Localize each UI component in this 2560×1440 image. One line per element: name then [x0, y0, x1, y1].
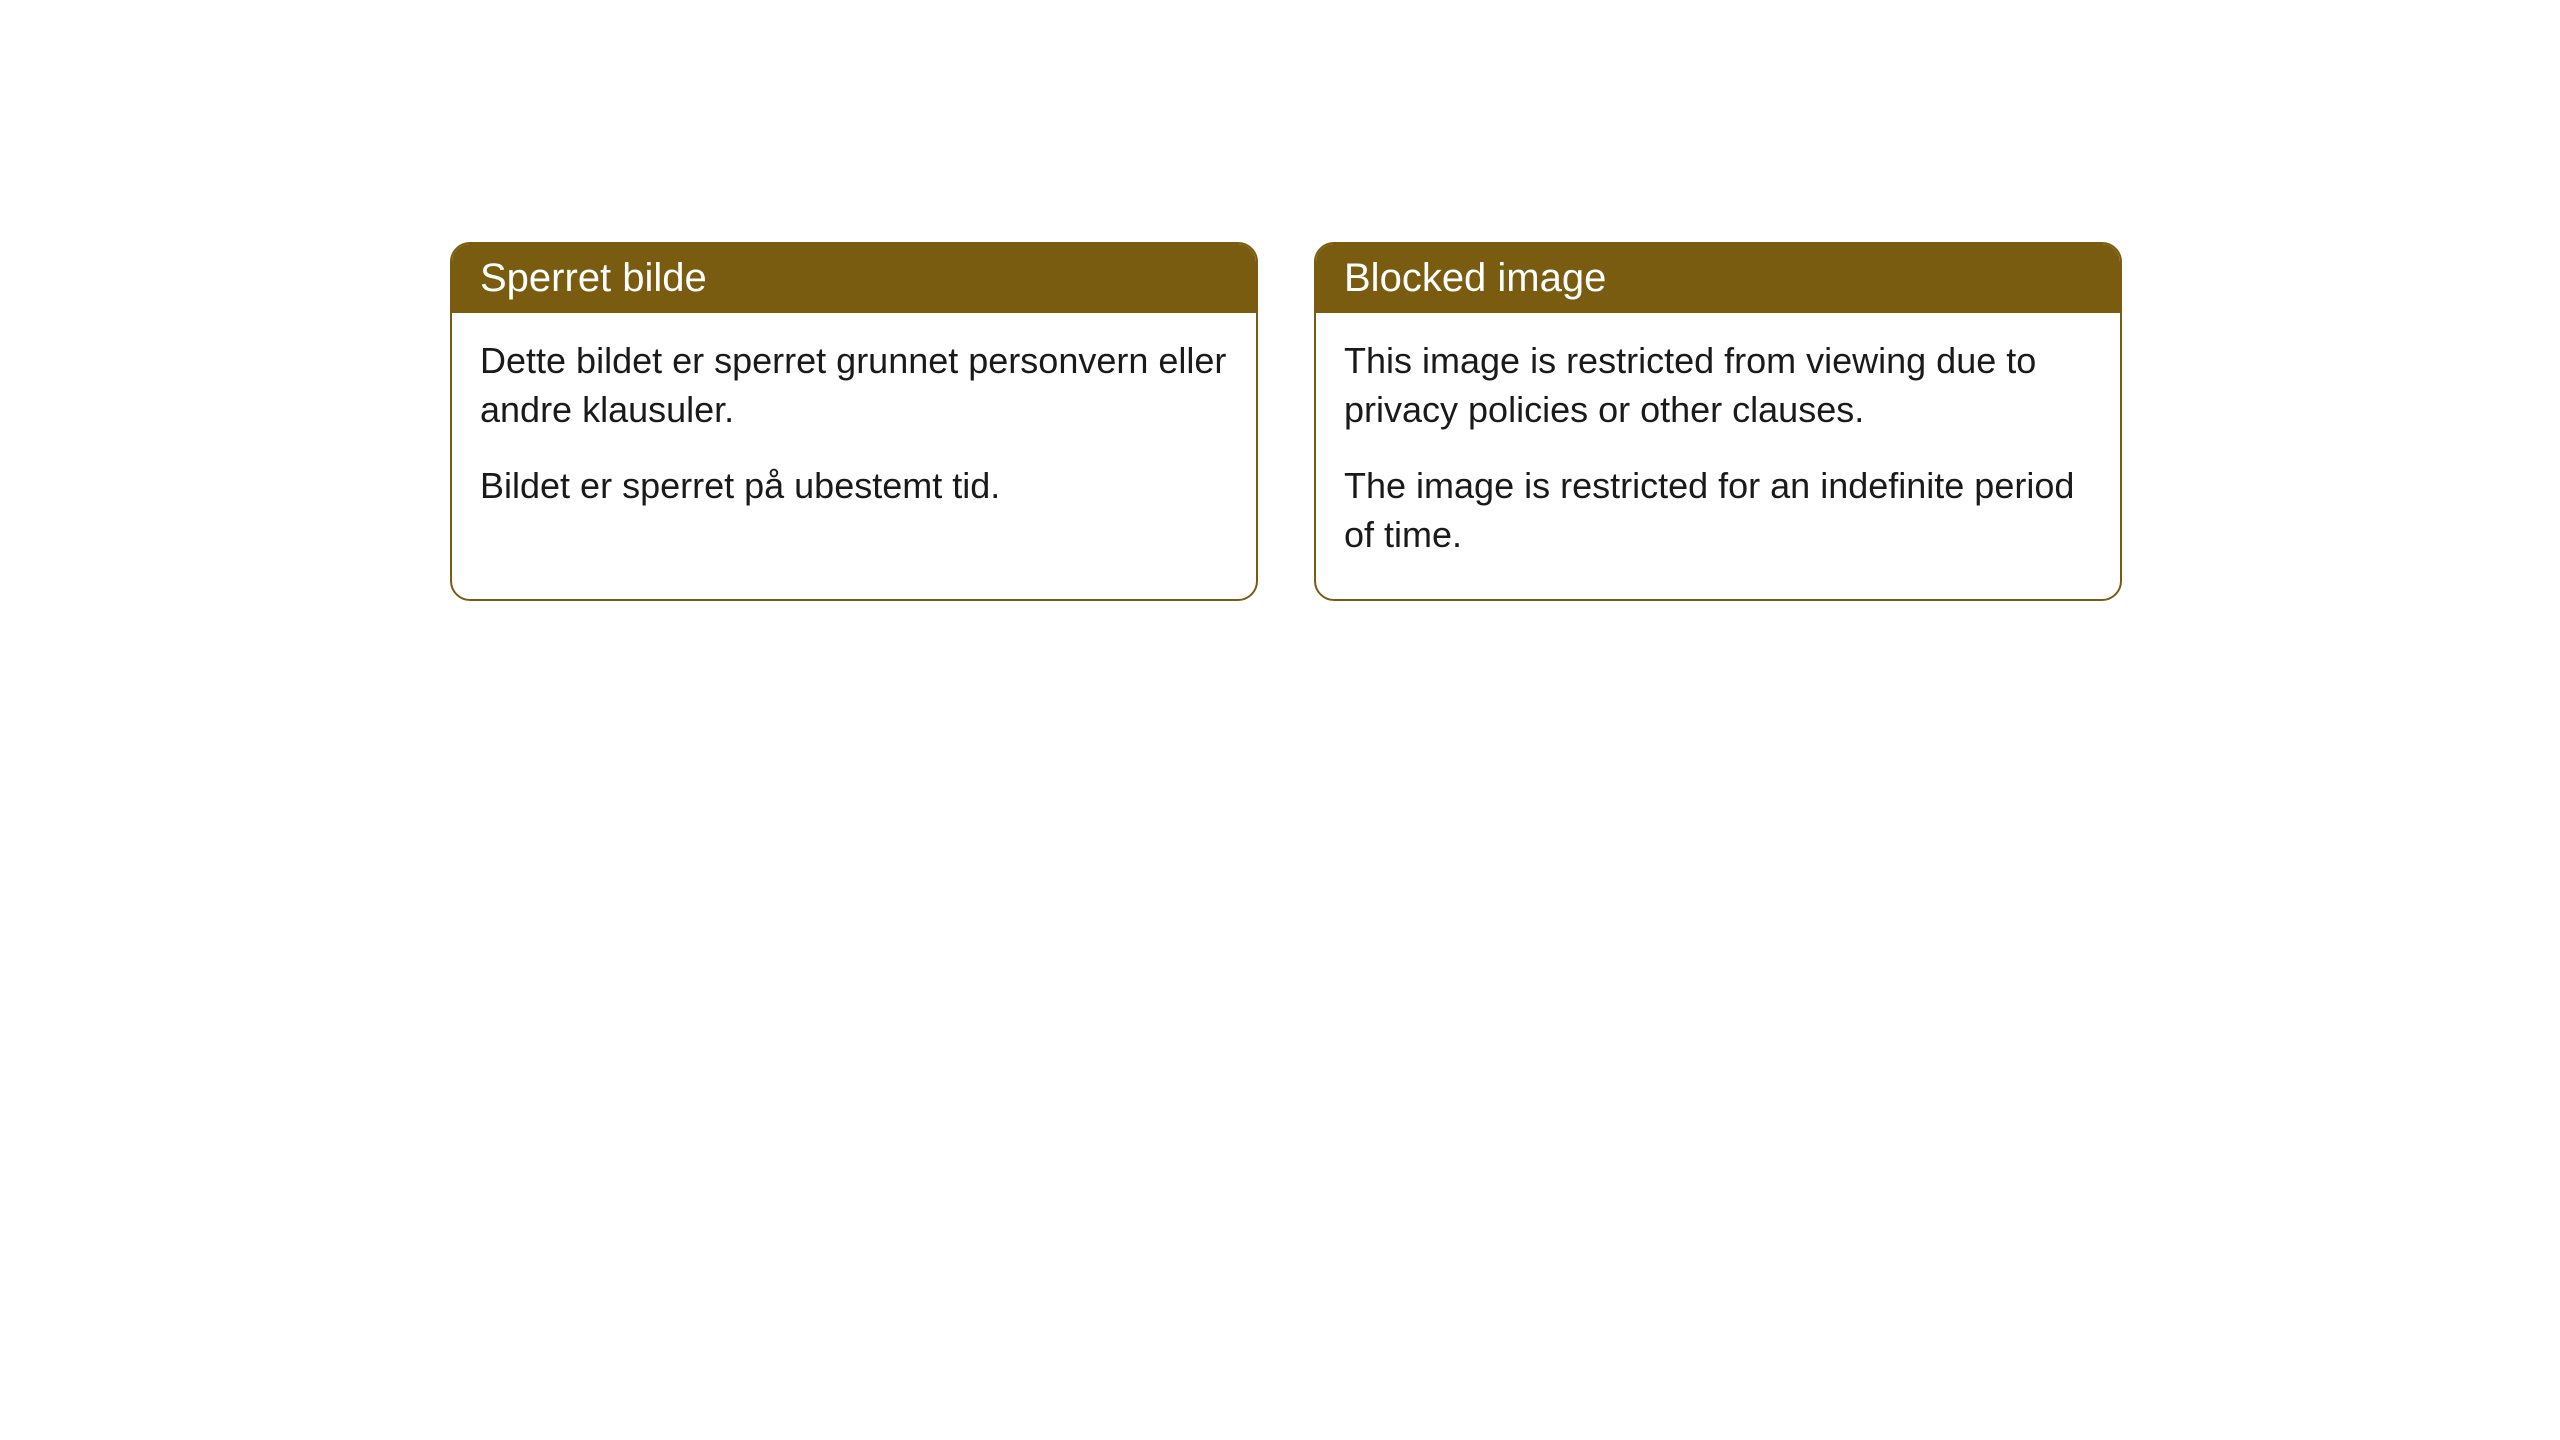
card-title: Blocked image	[1344, 256, 1606, 300]
card-paragraph: The image is restricted for an indefinit…	[1344, 462, 2092, 559]
notice-cards-container: Sperret bilde Dette bildet er sperret gr…	[450, 242, 2122, 601]
card-paragraph: This image is restricted from viewing du…	[1344, 337, 2092, 434]
card-header: Sperret bilde	[452, 244, 1256, 313]
card-paragraph: Bildet er sperret på ubestemt tid.	[480, 462, 1228, 511]
card-header: Blocked image	[1316, 244, 2120, 313]
notice-card-english: Blocked image This image is restricted f…	[1314, 242, 2122, 601]
card-body: Dette bildet er sperret grunnet personve…	[452, 313, 1256, 551]
card-body: This image is restricted from viewing du…	[1316, 313, 2120, 599]
card-paragraph: Dette bildet er sperret grunnet personve…	[480, 337, 1228, 434]
card-title: Sperret bilde	[480, 256, 707, 300]
notice-card-norwegian: Sperret bilde Dette bildet er sperret gr…	[450, 242, 1258, 601]
